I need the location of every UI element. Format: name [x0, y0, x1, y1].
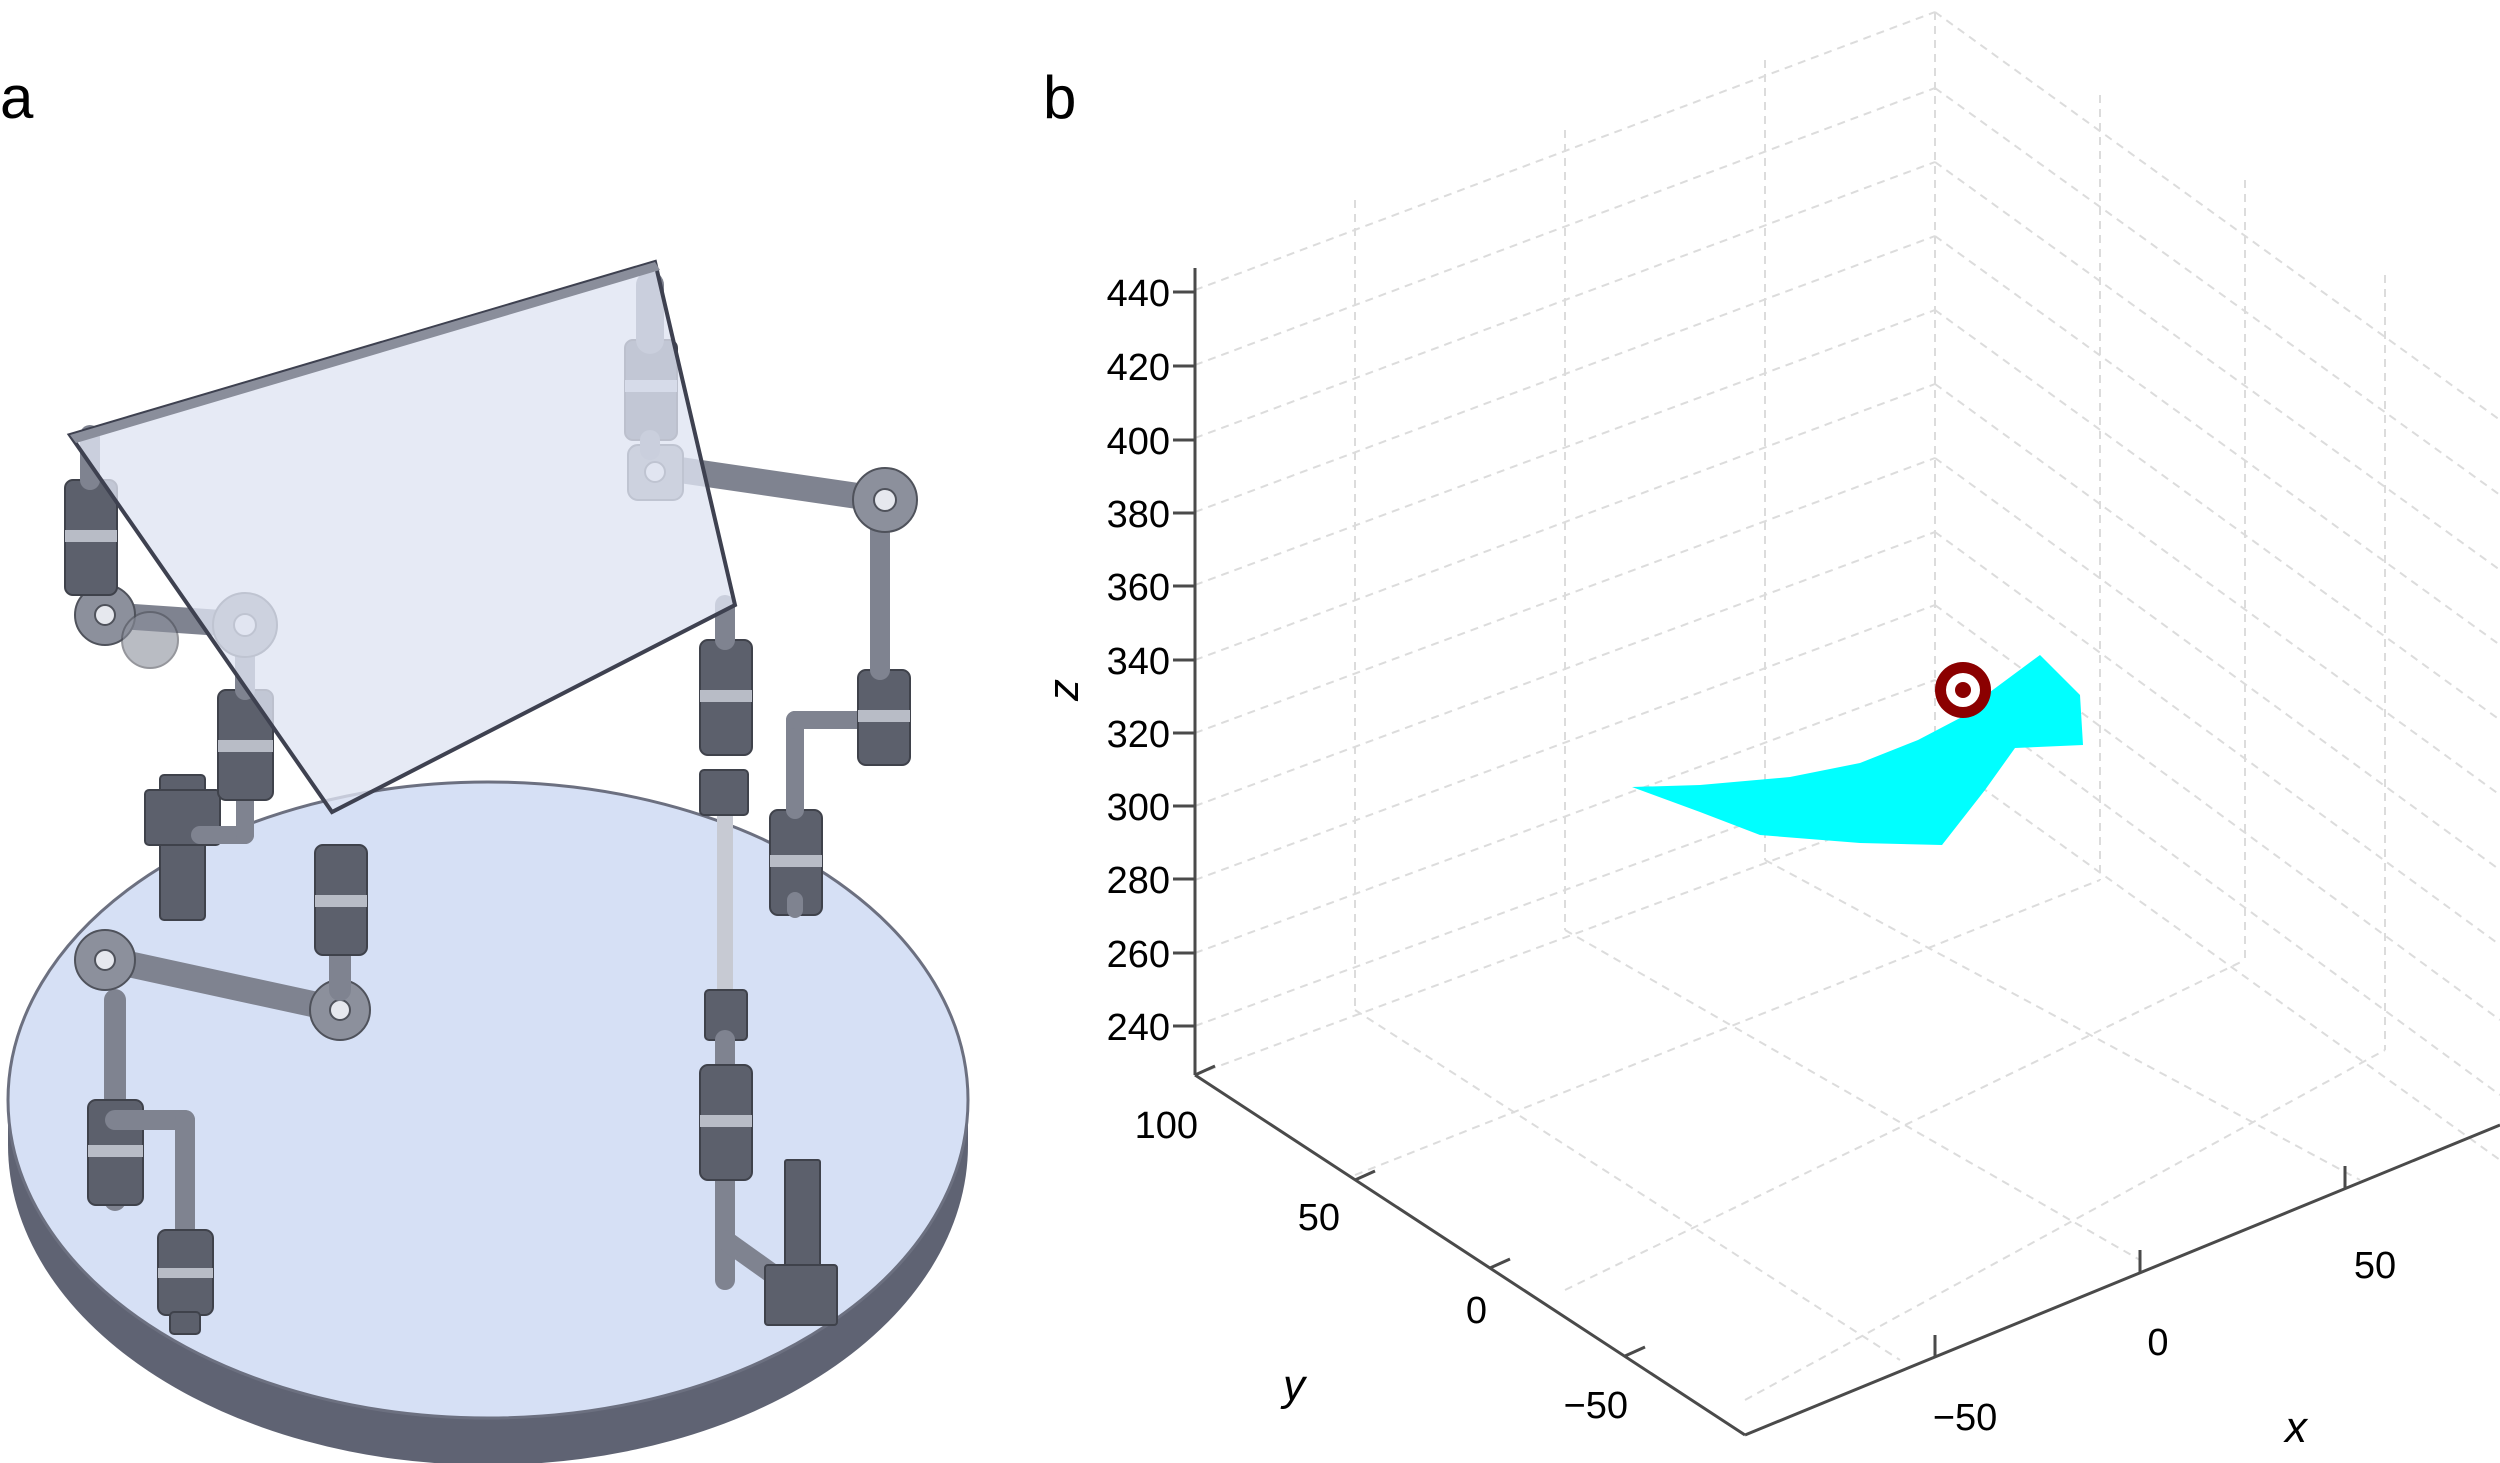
panel-b: b: [1039, 11, 2500, 1452]
y-tick-label: 0: [1466, 1290, 1487, 1332]
z-tick-label: 260: [1107, 934, 1170, 976]
z-tick-label: 280: [1107, 860, 1170, 902]
panel-a: a: [0, 64, 970, 1463]
y-tick-label: −50: [1564, 1385, 1628, 1427]
z-tick-label: 320: [1107, 714, 1170, 756]
z-tick-label: 400: [1107, 421, 1170, 463]
panel-a-label: a: [0, 64, 34, 131]
z-ticks: 440 420 400 380 360 340 320 300 280 260 …: [1107, 273, 1195, 1049]
y-tick-label: 100: [1135, 1105, 1198, 1147]
z-tick-label: 420: [1107, 347, 1170, 389]
z-axis-label: z: [1039, 679, 1088, 702]
z-tick-label: 300: [1107, 787, 1170, 829]
leg-left: [64, 425, 371, 1335]
plot-area: 440 420 400 380 360 340 320 300 280 260 …: [1039, 11, 2500, 1452]
x-tick-label: 50: [2354, 1245, 2396, 1287]
x-axis: [1744, 1123, 2500, 1437]
panel-b-label: b: [1043, 64, 1076, 131]
moving-platform: [66, 259, 738, 815]
robot-illustration: [6, 259, 970, 1463]
y-axis: [1194, 1073, 1746, 1437]
x-tick-label: −50: [1933, 1397, 1997, 1439]
z-tick-label: 380: [1107, 494, 1170, 536]
y-ticks: 100 50 0 −50 y: [1135, 1064, 1646, 1427]
target-marker: [1935, 662, 1991, 718]
x-axis-label: x: [2283, 1403, 2309, 1452]
grid-lines: [1194, 11, 2500, 1436]
y-axis-label: y: [1280, 1361, 1308, 1410]
y-tick-label: 50: [1298, 1197, 1340, 1239]
workspace-region: [1632, 655, 2083, 845]
x-tick-label: 0: [2147, 1322, 2168, 1364]
z-tick-label: 240: [1107, 1007, 1170, 1049]
z-tick-label: 340: [1107, 641, 1170, 683]
z-tick-label: 360: [1107, 567, 1170, 609]
z-tick-label: 440: [1107, 273, 1170, 315]
x-ticks: −50 0 50 x: [1933, 1166, 2396, 1452]
